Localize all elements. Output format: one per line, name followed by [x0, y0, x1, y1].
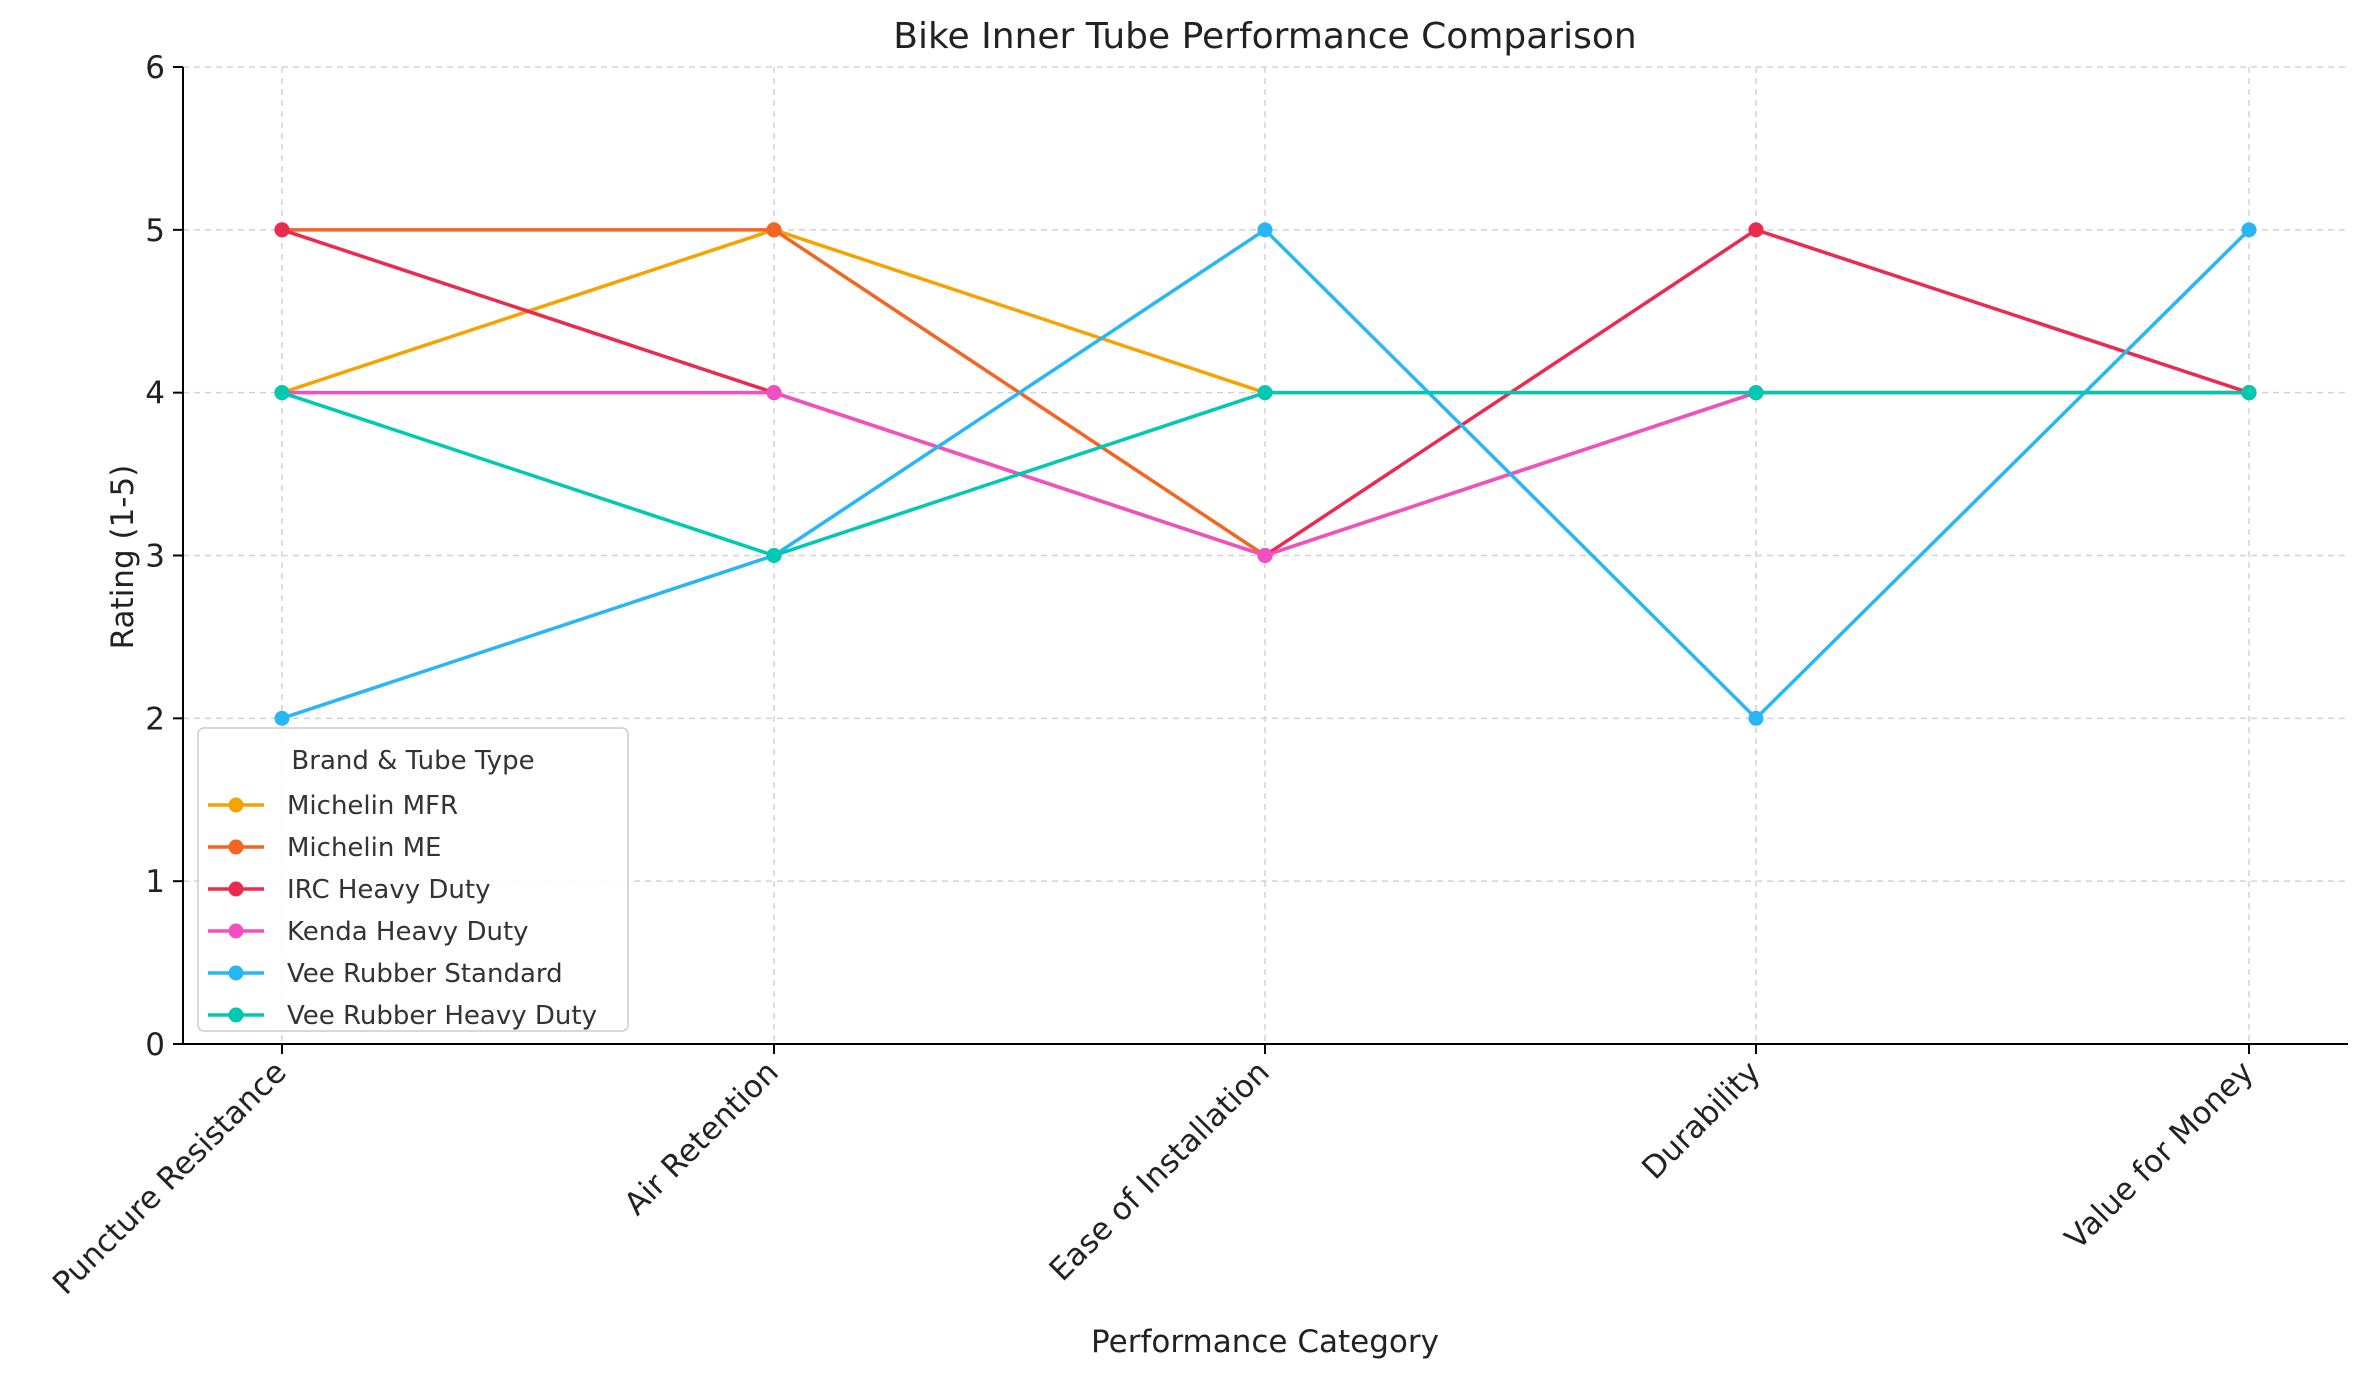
legend-item: Vee Rubber Heavy Duty: [208, 1001, 597, 1031]
data-point: [766, 385, 782, 401]
legend-label: Michelin ME: [287, 833, 441, 863]
legend-item: Vee Rubber Standard: [208, 959, 563, 989]
x-tick-label: Puncture Resistance: [46, 1054, 294, 1302]
legend-label: Kenda Heavy Duty: [287, 917, 529, 947]
legend: Brand & Tube Type Michelin MFR Michelin ME…: [197, 727, 629, 1032]
legend-item: Michelin MFR: [208, 791, 458, 821]
legend-item: Kenda Heavy Duty: [208, 917, 529, 947]
legend-swatch-marker: [228, 1007, 244, 1023]
y-axis-label: Rating (1-5): [105, 465, 141, 650]
data-point: [1748, 710, 1764, 726]
x-tick-label: Ease of Installation: [1043, 1054, 1277, 1288]
data-point: [2241, 222, 2257, 238]
legend-label: Michelin MFR: [287, 791, 458, 821]
legend-box: [197, 727, 629, 1032]
series-lines: [274, 222, 2257, 726]
legend-swatch-marker: [228, 839, 244, 855]
legend-label: Vee Rubber Heavy Duty: [287, 1001, 597, 1031]
x-tick-label: Durability: [1635, 1054, 1767, 1186]
x-tick-label: Value for Money: [2058, 1054, 2260, 1256]
data-point: [1257, 385, 1273, 401]
legend-label: IRC Heavy Duty: [287, 875, 490, 905]
data-point: [274, 385, 290, 401]
y-tick-label: 5: [145, 213, 165, 249]
x-axis-label: Performance Category: [1091, 1324, 1439, 1360]
legend-item: IRC Heavy Duty: [208, 875, 490, 905]
y-tick-label: 0: [145, 1027, 165, 1063]
y-tick-label: 1: [145, 864, 165, 900]
legend-swatch-marker: [228, 797, 244, 813]
legend-title: Brand & Tube Type: [291, 746, 534, 776]
data-point: [1748, 222, 1764, 238]
y-tick-label: 2: [145, 701, 165, 737]
legend-item: Michelin ME: [208, 833, 441, 863]
data-point: [274, 710, 290, 726]
legend-swatch-marker: [228, 965, 244, 981]
data-point: [2241, 385, 2257, 401]
data-point: [1257, 548, 1273, 563]
y-tick-label: 3: [145, 539, 165, 575]
series-6: [274, 385, 2257, 563]
x-tick-label: Air Retention: [617, 1054, 785, 1222]
data-point: [1257, 222, 1273, 238]
y-tick-label: 4: [145, 376, 165, 412]
axes: [173, 66, 2348, 1054]
data-point: [766, 222, 782, 238]
series-5: [274, 222, 2257, 726]
legend-swatch-marker: [228, 881, 244, 897]
legend-label: Vee Rubber Standard: [287, 959, 563, 989]
data-point: [766, 548, 782, 563]
data-point: [274, 222, 290, 238]
y-tick-label: 6: [145, 50, 165, 86]
data-point: [1748, 385, 1764, 401]
chart-title: Bike Inner Tube Performance Comparison: [893, 16, 1636, 57]
tick-labels: 0 1 2 3 4 5 6 Puncture Resistance Air Retention E…: [46, 50, 2261, 1302]
legend-swatch-marker: [228, 923, 244, 939]
